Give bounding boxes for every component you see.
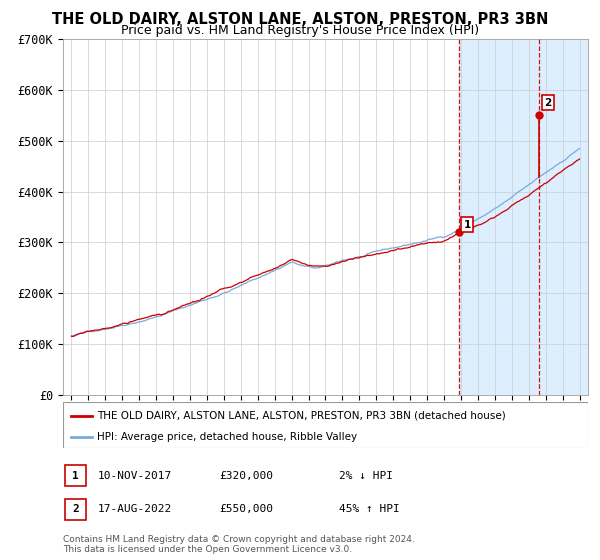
Text: Price paid vs. HM Land Registry's House Price Index (HPI): Price paid vs. HM Land Registry's House … (121, 24, 479, 36)
Text: 45% ↑ HPI: 45% ↑ HPI (339, 505, 400, 514)
Text: £550,000: £550,000 (219, 505, 273, 514)
Text: 1: 1 (72, 471, 79, 480)
Text: 2% ↓ HPI: 2% ↓ HPI (339, 471, 393, 480)
Text: £320,000: £320,000 (219, 471, 273, 480)
Text: HPI: Average price, detached house, Ribble Valley: HPI: Average price, detached house, Ribb… (97, 432, 357, 441)
Text: 17-AUG-2022: 17-AUG-2022 (98, 505, 172, 514)
Bar (65, 499, 86, 520)
Bar (65, 465, 86, 486)
Text: 2: 2 (72, 505, 79, 514)
Text: 10-NOV-2017: 10-NOV-2017 (98, 471, 172, 480)
Text: 1: 1 (463, 220, 471, 230)
Bar (458, 39, 588, 395)
Text: 2: 2 (544, 97, 551, 108)
Text: Contains HM Land Registry data © Crown copyright and database right 2024.
This d: Contains HM Land Registry data © Crown c… (63, 535, 415, 554)
Text: THE OLD DAIRY, ALSTON LANE, ALSTON, PRESTON, PR3 3BN: THE OLD DAIRY, ALSTON LANE, ALSTON, PRES… (52, 12, 548, 27)
Text: THE OLD DAIRY, ALSTON LANE, ALSTON, PRESTON, PR3 3BN (detached house): THE OLD DAIRY, ALSTON LANE, ALSTON, PRES… (97, 411, 506, 421)
